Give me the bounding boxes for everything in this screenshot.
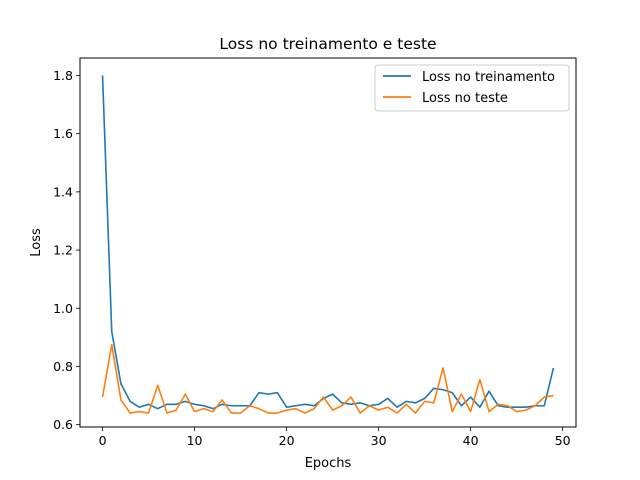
y-tick-label: 1.8 [53, 68, 73, 83]
x-tick-label: 0 [99, 433, 107, 448]
x-axis-label: Epochs [305, 456, 352, 471]
legend-label-test: Loss no teste [422, 91, 508, 106]
legend: Loss no treinamento Loss no teste [374, 64, 570, 112]
x-tick-label: 30 [371, 433, 387, 448]
y-tick-label: 0.8 [53, 359, 73, 374]
x-tick-label: 50 [555, 433, 571, 448]
y-tick-label: 1.0 [53, 301, 73, 316]
y-tick-label: 0.6 [53, 417, 73, 432]
chart-title: Loss no treinamento e teste [219, 35, 436, 53]
y-tick-label: 1.2 [53, 243, 73, 258]
y-axis: 0.6 0.8 1.0 1.2 1.4 1.6 1.8 [53, 68, 80, 432]
x-axis: 0 10 20 30 40 50 [99, 427, 571, 448]
legend-box [374, 64, 570, 112]
x-tick-label: 40 [463, 433, 479, 448]
legend-label-train: Loss no treinamento [422, 70, 555, 85]
series-layer [101, 75, 555, 414]
x-tick-label: 20 [279, 433, 295, 448]
series-line-1 [101, 343, 554, 414]
y-tick-label: 1.4 [53, 184, 73, 199]
y-axis-label: Loss [29, 228, 44, 257]
series-line-0 [101, 75, 555, 410]
plot-frame [79, 57, 577, 428]
y-tick-label: 1.6 [53, 126, 73, 141]
x-tick-label: 10 [187, 433, 203, 448]
